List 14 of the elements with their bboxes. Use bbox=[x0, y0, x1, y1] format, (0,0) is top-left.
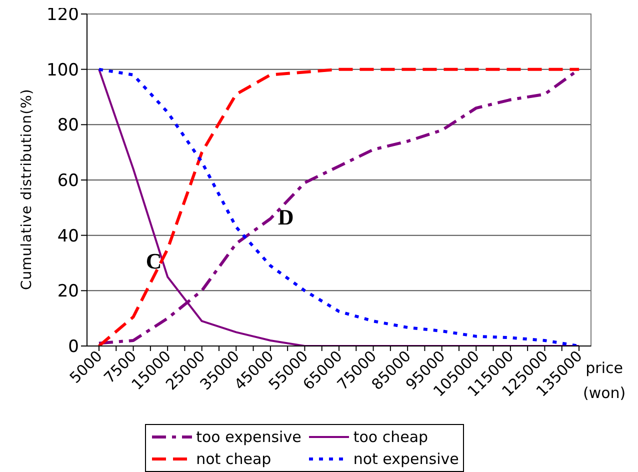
legend-label: not expensive bbox=[353, 450, 459, 468]
legend-label: not cheap bbox=[196, 450, 272, 468]
y-tick-label: 20 bbox=[57, 282, 79, 302]
annotation: C bbox=[146, 248, 162, 274]
x-axis-title: price (won) bbox=[583, 358, 626, 404]
y-tick-label: 60 bbox=[57, 171, 79, 192]
y-tick-label: 0 bbox=[68, 337, 79, 358]
legend-label: too expensive bbox=[196, 428, 302, 446]
y-tick-label: 40 bbox=[57, 226, 79, 246]
annotation: D bbox=[278, 204, 294, 230]
y-tick-label: 100 bbox=[46, 60, 79, 80]
y-axis-title: Cumulative distribution(%) bbox=[18, 88, 35, 290]
y-tick-label: 80 bbox=[57, 116, 79, 136]
legend-label: too cheap bbox=[353, 428, 428, 446]
